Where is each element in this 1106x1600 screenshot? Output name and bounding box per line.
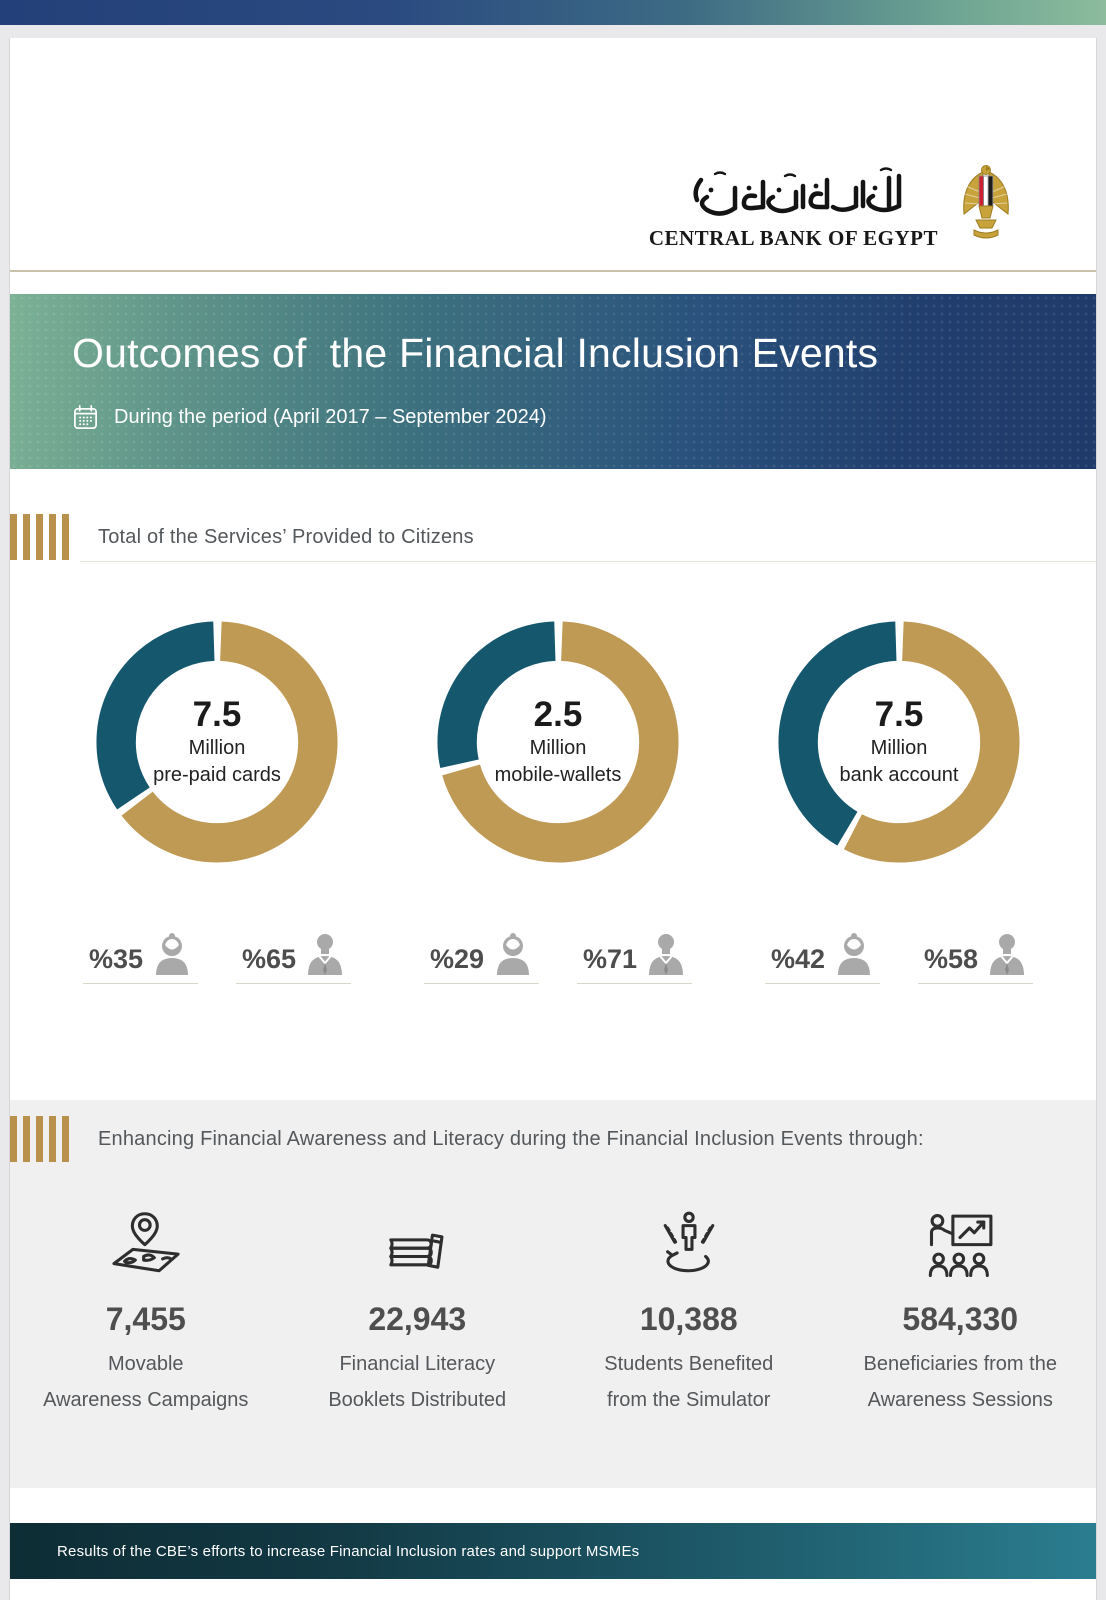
- female-share: %29: [423, 931, 539, 984]
- donut-label: bank account: [839, 764, 959, 787]
- donut-label: pre-paid cards: [153, 764, 281, 787]
- footer-bar: Results of the CBE’s efforts to increase…: [10, 1523, 1096, 1579]
- stat-value: 7,455: [105, 1301, 186, 1337]
- male-percent: %58: [924, 944, 979, 974]
- awareness-section-header: Enhancing Financial Awareness and Litera…: [10, 1115, 1096, 1163]
- title-banner: Outcomes of the Financial Inclusion Even…: [10, 294, 1096, 469]
- female-icon: [838, 933, 870, 975]
- presentation-icon: [922, 1209, 998, 1285]
- male-icon: [990, 934, 1025, 975]
- female-percent: %35: [88, 944, 143, 974]
- stat-label-line2: Awareness Campaigns: [43, 1389, 249, 1411]
- cbe-logo-text: CENTRAL BANK OF EGYPT: [649, 166, 938, 251]
- services-heading: Total of the Services’ Provided to Citiz…: [98, 525, 474, 548]
- page-title: Outcomes of the Financial Inclusion Even…: [72, 330, 879, 376]
- female-icon: [156, 933, 188, 975]
- male-share: %58: [918, 931, 1034, 984]
- arabic-calligraphy-icon: [693, 167, 902, 216]
- stat-label-line2: Awareness Sessions: [867, 1389, 1053, 1411]
- stat-movable-campaigns: 7,455 Movable Awareness Campaigns: [10, 1209, 282, 1418]
- simulator-icon: [651, 1209, 727, 1285]
- donut-col-prepaid-cards: 7.5 Million pre-paid cards: [82, 619, 352, 865]
- female-share: %35: [82, 931, 198, 984]
- stat-value: 584,330: [902, 1301, 1019, 1337]
- stat-label-line1: Students Benefited: [604, 1353, 774, 1375]
- top-gradient-strip: [0, 0, 1106, 25]
- calendar-icon: [74, 405, 97, 429]
- donut-chart-mobile-wallets: 2.5 Million mobile-wallets: [435, 619, 681, 865]
- infographic-page: CENTRAL BANK OF EGYPT: [9, 38, 1097, 1600]
- donut-charts-row: 7.5 Million pre-paid cards 2.5 Million m…: [10, 619, 1096, 865]
- booklets-icon: [379, 1209, 455, 1285]
- awareness-stats-row: 7,455 Movable Awareness Campaigns: [10, 1209, 1096, 1418]
- gender-split-row: %35 %65 %29: [10, 931, 1096, 984]
- section-rule: [80, 561, 1096, 562]
- awareness-heading: Enhancing Financial Awareness and Litera…: [98, 1127, 924, 1150]
- section-bars-icon: [10, 514, 69, 560]
- gender-split-prepaid-cards: %35 %65: [82, 931, 352, 984]
- services-section-header: Total of the Services’ Provided to Citiz…: [10, 513, 1096, 561]
- section-bars-icon: [10, 1116, 69, 1162]
- female-share: %42: [764, 931, 880, 984]
- header-divider: [10, 270, 1096, 272]
- male-share: %71: [577, 931, 693, 984]
- cbe-logo-english-name: CENTRAL BANK OF EGYPT: [648, 226, 938, 250]
- donut-chart-prepaid-cards: 7.5 Million pre-paid cards: [94, 619, 340, 865]
- map-campaign-icon: [108, 1209, 184, 1285]
- male-percent: %65: [242, 944, 297, 974]
- stat-simulator: 10,388 Students Benefited from the Simul…: [553, 1209, 825, 1418]
- cbe-logo: CENTRAL BANK OF EGYPT: [649, 165, 1016, 251]
- female-percent: %29: [429, 944, 484, 974]
- page-header: CENTRAL BANK OF EGYPT: [10, 38, 1096, 270]
- period-row: During the period (April 2017 – Septembe…: [72, 404, 1096, 431]
- male-share: %65: [236, 931, 352, 984]
- stat-label-line1: Beneficiaries from the: [863, 1353, 1057, 1375]
- period-text: During the period (April 2017 – Septembe…: [114, 406, 547, 428]
- donut-unit: Million: [529, 737, 587, 760]
- donut-col-bank-account: 7.5 Million bank account: [764, 619, 1034, 865]
- stat-label-line1: Financial Literacy: [339, 1353, 496, 1375]
- male-icon: [649, 934, 684, 975]
- stat-value: 10,388: [639, 1301, 738, 1337]
- stat-label-line2: Booklets Distributed: [328, 1389, 507, 1411]
- footer-text: Results of the CBE’s efforts to increase…: [57, 1542, 640, 1560]
- female-icon: [497, 933, 529, 975]
- page-margin: [0, 25, 1106, 38]
- donut-value: 2.5: [533, 694, 583, 734]
- donut-unit: Million: [188, 737, 246, 760]
- egypt-eagle-emblem-icon: [963, 165, 1009, 239]
- donut-unit: Million: [870, 737, 928, 760]
- male-icon: [308, 934, 343, 975]
- stat-label-line1: Movable: [107, 1353, 184, 1375]
- male-percent: %71: [583, 944, 638, 974]
- stat-awareness-sessions: 584,330 Beneficiaries from the Awareness…: [825, 1209, 1097, 1418]
- donut-value: 7.5: [192, 694, 242, 734]
- stat-label-line2: from the Simulator: [607, 1389, 771, 1411]
- stat-value: 22,943: [368, 1301, 467, 1337]
- female-percent: %42: [770, 944, 825, 974]
- donut-col-mobile-wallets: 2.5 Million mobile-wallets: [423, 619, 693, 865]
- donut-value: 7.5: [874, 694, 924, 734]
- gender-split-bank-account: %42 %58: [764, 931, 1034, 984]
- gender-split-mobile-wallets: %29 %71: [423, 931, 693, 984]
- donut-chart-bank-account: 7.5 Million bank account: [776, 619, 1022, 865]
- awareness-section: Enhancing Financial Awareness and Litera…: [10, 1100, 1096, 1488]
- donut-label: mobile-wallets: [494, 764, 622, 787]
- stat-booklets: 22,943 Financial Literacy Booklets Distr…: [282, 1209, 554, 1418]
